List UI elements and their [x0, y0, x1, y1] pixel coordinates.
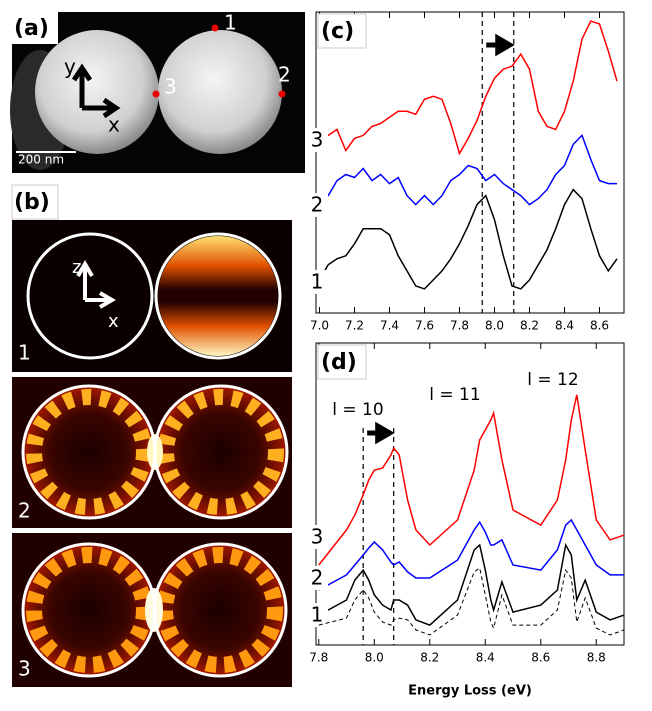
panel-b: (b) z x 1 2 3	[12, 185, 292, 687]
axis-label: y	[64, 55, 76, 79]
panel-label: (b)	[14, 190, 50, 215]
field-glow	[156, 387, 286, 517]
x-tick-label: 8.6	[590, 319, 609, 333]
axis-label: z	[72, 257, 81, 278]
point-label: 1	[224, 11, 237, 35]
shift-arrow	[486, 38, 510, 52]
probe-point	[279, 91, 286, 98]
panel-label: (c)	[321, 19, 354, 44]
point-label: 3	[164, 75, 177, 99]
x-tick-label: 8.8	[587, 651, 606, 665]
panel-a: 1 2 3 y x 200 nm (a)	[10, 11, 305, 174]
x-tick-label: 7.8	[309, 651, 328, 665]
panel-label: (a)	[14, 16, 49, 41]
probe-point	[153, 91, 160, 98]
spectrum	[319, 545, 624, 625]
annotation: l = 12	[527, 370, 578, 390]
legend-label: 2	[311, 566, 324, 590]
field-glow	[24, 387, 154, 517]
x-axis-label: Energy Loss (eV)	[408, 684, 532, 699]
x-tick-label: 7.4	[380, 319, 399, 333]
x-tick-label: 8.0	[485, 319, 504, 333]
annotation: l = 10	[332, 400, 383, 420]
x-tick-label: 7.6	[415, 319, 434, 333]
page: {"panel_a": {"label": "(a)", "points": […	[0, 0, 652, 711]
legend-label: 1	[311, 270, 324, 294]
shift-arrow	[367, 426, 390, 440]
legend-label: 2	[311, 193, 324, 217]
x-tick-label: 8.4	[555, 319, 574, 333]
field-lobes	[158, 236, 278, 356]
axis-label: x	[108, 113, 120, 137]
panel-label: (d)	[321, 350, 357, 375]
axis-label: x	[108, 311, 119, 332]
legend-label: 3	[311, 525, 324, 549]
x-tick-label: 8.6	[531, 651, 550, 665]
x-tick-label: 7.8	[450, 319, 469, 333]
spectrum	[319, 395, 624, 565]
legend-label: 3	[311, 128, 324, 152]
mode-label: 2	[18, 499, 31, 523]
x-tick-label: 8.2	[520, 319, 539, 333]
sphere	[35, 30, 159, 154]
x-tick-label: 8.2	[420, 651, 439, 665]
point-label: 2	[278, 63, 291, 87]
x-tick-label: 7.0	[310, 319, 329, 333]
spectrum	[320, 135, 618, 204]
probe-point	[212, 25, 219, 32]
mode-label: 1	[18, 341, 31, 365]
spectrum	[319, 520, 624, 590]
spectrum	[319, 568, 624, 635]
x-tick-label: 8.4	[476, 651, 495, 665]
mode-label: 3	[18, 657, 31, 681]
x-tick-label: 8.0	[365, 651, 384, 665]
legend-label: 1	[311, 603, 324, 627]
scale-bar-label: 200 nm	[18, 153, 64, 167]
spectrum	[320, 190, 618, 289]
annotation: l = 11	[429, 385, 480, 405]
field-glow	[155, 545, 285, 675]
figure: 1 2 3 y x 200 nm (a) (b) z x 1 2	[0, 0, 652, 711]
field-glow	[24, 545, 154, 675]
x-tick-label: 7.2	[345, 319, 364, 333]
